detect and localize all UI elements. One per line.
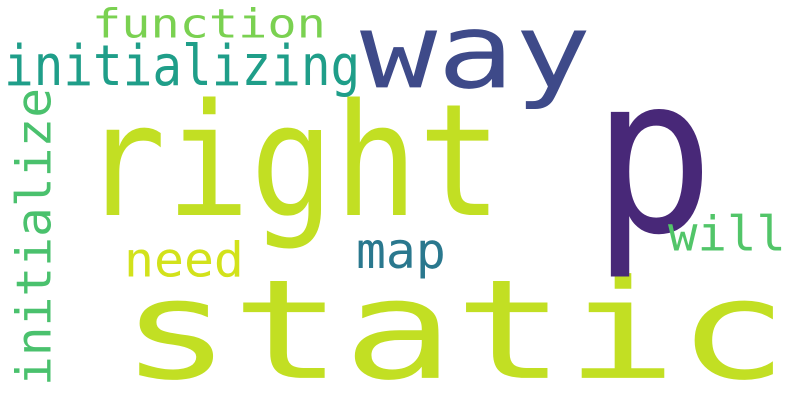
word-static: static (120, 249, 789, 400)
word-initialize: initialize (5, 87, 62, 387)
word-need: need (124, 231, 244, 288)
word-initializing: initializing (4, 32, 361, 99)
word-will: will (668, 205, 786, 262)
word-way: way (360, 0, 592, 113)
word-function: function (92, 0, 326, 48)
word-map: map (356, 221, 446, 280)
word-p: p (592, 28, 715, 284)
word-right: right (82, 69, 503, 253)
